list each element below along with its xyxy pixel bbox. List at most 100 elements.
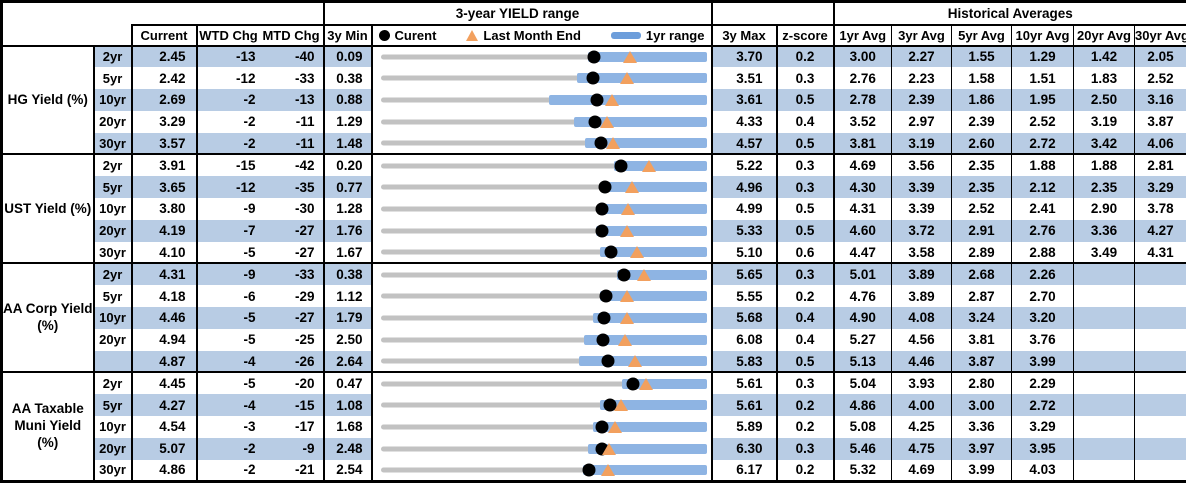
current-cell: 4.19 — [131, 219, 198, 242]
last-month-end-marker — [622, 50, 637, 63]
current-cell: 3.91 — [131, 153, 198, 177]
tenor-cell: 30yr — [93, 132, 133, 155]
range-plot — [380, 374, 707, 394]
last-month-end-marker — [600, 463, 615, 476]
avg-cell: 2.70 — [1011, 285, 1074, 308]
mtd-chg-cell: -30 — [259, 198, 325, 220]
wtd-chg-cell: -2 — [196, 89, 260, 111]
avg-cell: 3.56 — [891, 153, 952, 177]
historical-averages-title: Historical Averages — [832, 0, 1186, 26]
3y-max-cell: 5.68 — [711, 307, 778, 329]
yield-range-chart-cell — [371, 132, 713, 155]
avg-cell: 3.99 — [951, 459, 1012, 482]
current-cell: 3.29 — [131, 110, 198, 133]
3y-min-cell: 0.47 — [323, 371, 373, 395]
avg-cell: 2.05 — [1134, 44, 1186, 68]
avg-cell: 5.13 — [833, 350, 892, 373]
yield-range-chart-cell — [371, 394, 713, 417]
three-year-range-track — [380, 315, 704, 321]
table-row: 10yr 4.46 -5 -27 1.79 5.68 0.4 4.90 4.08… — [2, 307, 1186, 329]
yield-range-chart-cell — [371, 437, 713, 460]
avg-cell: 1.29 — [1011, 44, 1074, 68]
avg-cell: 2.52 — [1147, 70, 1174, 86]
current-cell: 4.94 — [131, 328, 198, 351]
mtd-chg-cell: -21 — [259, 459, 325, 482]
avg-cell: 3.87 — [951, 350, 1012, 373]
mtd-chg-col-header: MTD Chg — [259, 23, 325, 47]
tenor-cell: 10yr — [93, 307, 133, 329]
yield-range-chart-cell — [371, 350, 713, 373]
z-score-cell: 0.5 — [776, 219, 835, 242]
avg-cell: 3.19 — [1073, 110, 1135, 133]
one-year-range-bar — [600, 182, 707, 193]
top-left-blank — [2, 2, 324, 25]
current-dot — [604, 245, 618, 259]
avg-cell: 3.36 — [951, 416, 1012, 438]
avg-cell: 3.00 — [951, 394, 1012, 417]
one-year-range-bar — [600, 247, 707, 258]
wtd-chg-cell: -2 — [196, 437, 260, 460]
wtd-chg-cell: -4 — [196, 394, 260, 417]
yield-range-chart-cell — [371, 307, 713, 329]
avg-cell: 5.08 — [833, 416, 892, 438]
avg-cell: 3.87 — [1147, 114, 1174, 130]
avg-cell: 2.68 — [951, 262, 1012, 286]
3y-max-cell: 5.61 — [711, 371, 778, 395]
last-month-end-marker — [619, 311, 634, 324]
tenor-cell: 10yr — [93, 198, 133, 220]
avg-cell — [1073, 394, 1135, 417]
current-dot — [598, 180, 612, 194]
tenor-cell: 10yr — [93, 89, 133, 111]
range-plot — [380, 111, 707, 133]
avg-cell: 2.72 — [1011, 394, 1074, 417]
current-legend-label: Curent — [394, 27, 437, 43]
avg-cell: 2.29 — [1011, 371, 1074, 395]
5yr-avg-col-header: 5yr Avg — [951, 23, 1012, 47]
mtd-chg-cell: -13 — [259, 89, 325, 111]
z-score-cell: 0.6 — [776, 241, 835, 264]
avg-cell: 3.39 — [891, 176, 952, 199]
last-month-end-legend-icon — [466, 29, 479, 41]
current-cell: 5.07 — [131, 437, 198, 460]
current-cell: 4.10 — [131, 241, 198, 264]
current-dot — [586, 71, 600, 85]
table-row: 20yr 4.19 -7 -27 1.76 5.33 0.5 4.60 3.72… — [2, 219, 1186, 242]
current-cell: 4.54 — [131, 416, 198, 438]
top-mid-blank — [712, 2, 834, 25]
avg-cell: 4.30 — [833, 176, 892, 199]
3y-min-cell: 1.76 — [323, 219, 373, 242]
table-row: 30yr 3.57 -2 -11 1.48 4.57 0.5 3.81 3.19… — [2, 132, 1186, 155]
avg-cell: 3.49 — [1073, 241, 1135, 264]
current-cell: 2.42 — [131, 67, 198, 90]
30yr-avg-col-header: 30yr Avg — [1133, 23, 1186, 47]
mtd-chg-cell: -27 — [259, 219, 325, 242]
3y-max-cell: 5.10 — [711, 241, 778, 264]
3y-min-cell: 0.38 — [323, 262, 373, 286]
chart-title: 3-year YIELD range — [322, 0, 713, 26]
range-plot — [380, 133, 707, 154]
avg-cell — [1073, 437, 1135, 460]
one-year-range-bar — [585, 138, 707, 149]
tenor-cell: 20yr — [93, 219, 133, 242]
current-cell: 4.31 — [131, 262, 198, 286]
avg-cell: 3.89 — [891, 262, 952, 286]
avg-cell: 3.20 — [1011, 307, 1074, 329]
avg-cell: 5.32 — [833, 459, 892, 482]
avg-cell: 4.47 — [833, 241, 892, 264]
3y-min-cell: 2.48 — [323, 437, 373, 460]
mtd-chg-cell: -35 — [259, 176, 325, 199]
table-row: 5yr 4.18 -6 -29 1.12 5.55 0.2 4.76 3.89 … — [2, 285, 1186, 308]
avg-cell: 2.41 — [1011, 198, 1074, 220]
wtd-chg-cell: -5 — [243, 244, 256, 260]
3y-min-cell: 0.77 — [323, 176, 373, 199]
yield-range-chart-cell — [371, 459, 713, 482]
z-score-cell: 0.5 — [776, 350, 835, 373]
yield-range-chart-cell — [371, 89, 713, 111]
mtd-chg-cell: -17 — [259, 416, 325, 438]
yield-range-chart-cell — [371, 67, 713, 90]
avg-cell: 3.89 — [891, 285, 952, 308]
range-plot — [380, 394, 707, 416]
wtd-chg-cell: -13 — [196, 44, 260, 68]
yield-section: UST Yield (%) 2yr 3.91 -15 -42 0.20 5.22 … — [1, 153, 1186, 264]
last-month-end-legend-label: Last Month End — [483, 27, 581, 43]
